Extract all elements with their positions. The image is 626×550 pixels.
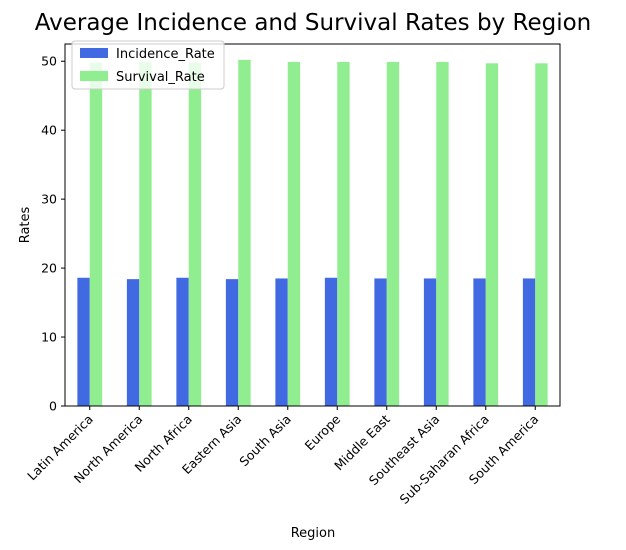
plot-frame [64, 43, 561, 407]
bar-incidence-rate-north-america [126, 279, 140, 406]
bar-survival-rate-europe [337, 61, 350, 407]
legend: Incidence_Rate Survival_Rate [71, 40, 225, 90]
y-tick-label-40: 40 [41, 123, 57, 138]
y-axis: 0 10 20 30 40 50 [41, 54, 65, 414]
y-tick-label-30: 30 [41, 192, 57, 207]
bar-incidence-rate-north-africa [176, 277, 189, 406]
bar-survival-rate-south-asia [287, 61, 301, 407]
bar-survival-rate-latin-america [89, 62, 103, 407]
y-axis-label: Rates [18, 206, 33, 243]
bar-survival-rate-north-america [139, 61, 152, 407]
y-tick-label-50: 50 [41, 54, 57, 69]
legend-frame [71, 40, 225, 90]
y-tick-label-20: 20 [41, 261, 57, 276]
bars-group [77, 59, 548, 407]
bar-survival-rate-eastern-asia [238, 59, 251, 407]
bar-survival-rate-sub-saharan-africa [485, 63, 499, 407]
x-tick-label-sub-saharan-africa: Sub-Saharan Africa [397, 412, 492, 507]
bar-incidence-rate-sub-saharan-africa [473, 278, 486, 406]
bar-incidence-rate-latin-america [77, 277, 90, 406]
x-tick-label-europe: Europe [302, 411, 344, 453]
bar-incidence-rate-eastern-asia [225, 279, 239, 406]
y-tick-label-10: 10 [41, 330, 57, 345]
bar-incidence-rate-southeast-asia [423, 278, 437, 406]
bar-incidence-rate-middle-east [374, 278, 387, 406]
legend-label-survival: Survival_Rate [116, 70, 205, 85]
bar-survival-rate-south-america [535, 63, 548, 407]
y-tick-label-0: 0 [49, 399, 57, 414]
legend-label-incidence: Incidence_Rate [116, 47, 215, 62]
bar-incidence-rate-europe [324, 277, 338, 406]
legend-swatch-incidence [80, 48, 108, 58]
x-axis-label: Region [291, 526, 336, 541]
legend-swatch-survival [80, 71, 108, 81]
bar-survival-rate-middle-east [386, 61, 400, 407]
bar-survival-rate-southeast-asia [436, 61, 449, 407]
bar-incidence-rate-south-america [522, 278, 536, 406]
x-tick-label-south-asia: South Asia [236, 412, 294, 470]
bar-incidence-rate-south-asia [275, 278, 288, 406]
bar-survival-rate-north-africa [188, 62, 202, 407]
chart-title: Average Incidence and Survival Rates by … [35, 10, 592, 36]
